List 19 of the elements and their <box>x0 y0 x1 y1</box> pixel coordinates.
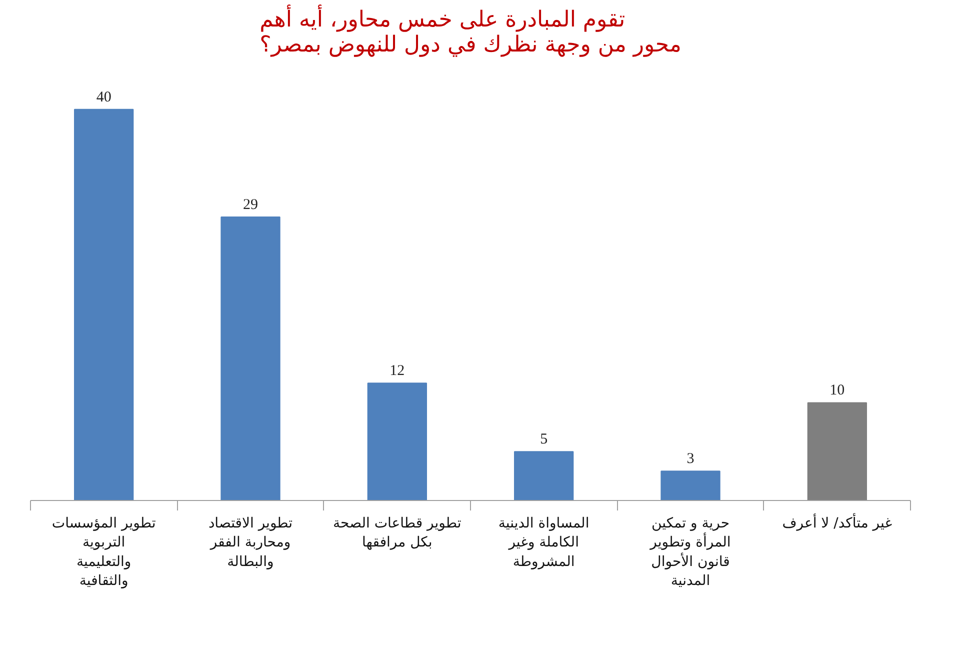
data-label: 5 <box>540 432 548 448</box>
data-label: 40 <box>96 89 112 106</box>
bar <box>74 108 134 500</box>
bar <box>220 216 280 500</box>
data-label: 12 <box>390 363 405 380</box>
x-tick-label: المساواة الدينية الكاملة وغير المشروطة <box>498 516 590 570</box>
x-tick-label: تطوير المؤسسات التربوية والتعليمية والثقافية <box>52 516 156 590</box>
data-label: 3 <box>686 451 694 468</box>
x-tick-label: تطوير الاقتصاد ومحاربة الفقر والبطالة <box>208 516 293 570</box>
chart-title: تقوم المبادرة على خمس محاور، أيه أهم محور من وجهة نظرك في دول للنهوض بمصر؟ <box>260 4 682 58</box>
data-label: 10 <box>830 382 845 399</box>
bar <box>660 470 720 500</box>
x-tick-label: حرية و تمكين المرأة وتطوير قانون الأحوال المدنية <box>649 516 731 590</box>
x-tick-label: غير متأكد/ لا أعرف <box>782 512 892 532</box>
x-tick-label: تطوير قطاعات الصحة بكل مرافقها <box>333 516 462 551</box>
bar <box>514 451 574 500</box>
bar <box>367 382 427 500</box>
bar <box>807 402 867 500</box>
data-label: 29 <box>243 196 258 213</box>
